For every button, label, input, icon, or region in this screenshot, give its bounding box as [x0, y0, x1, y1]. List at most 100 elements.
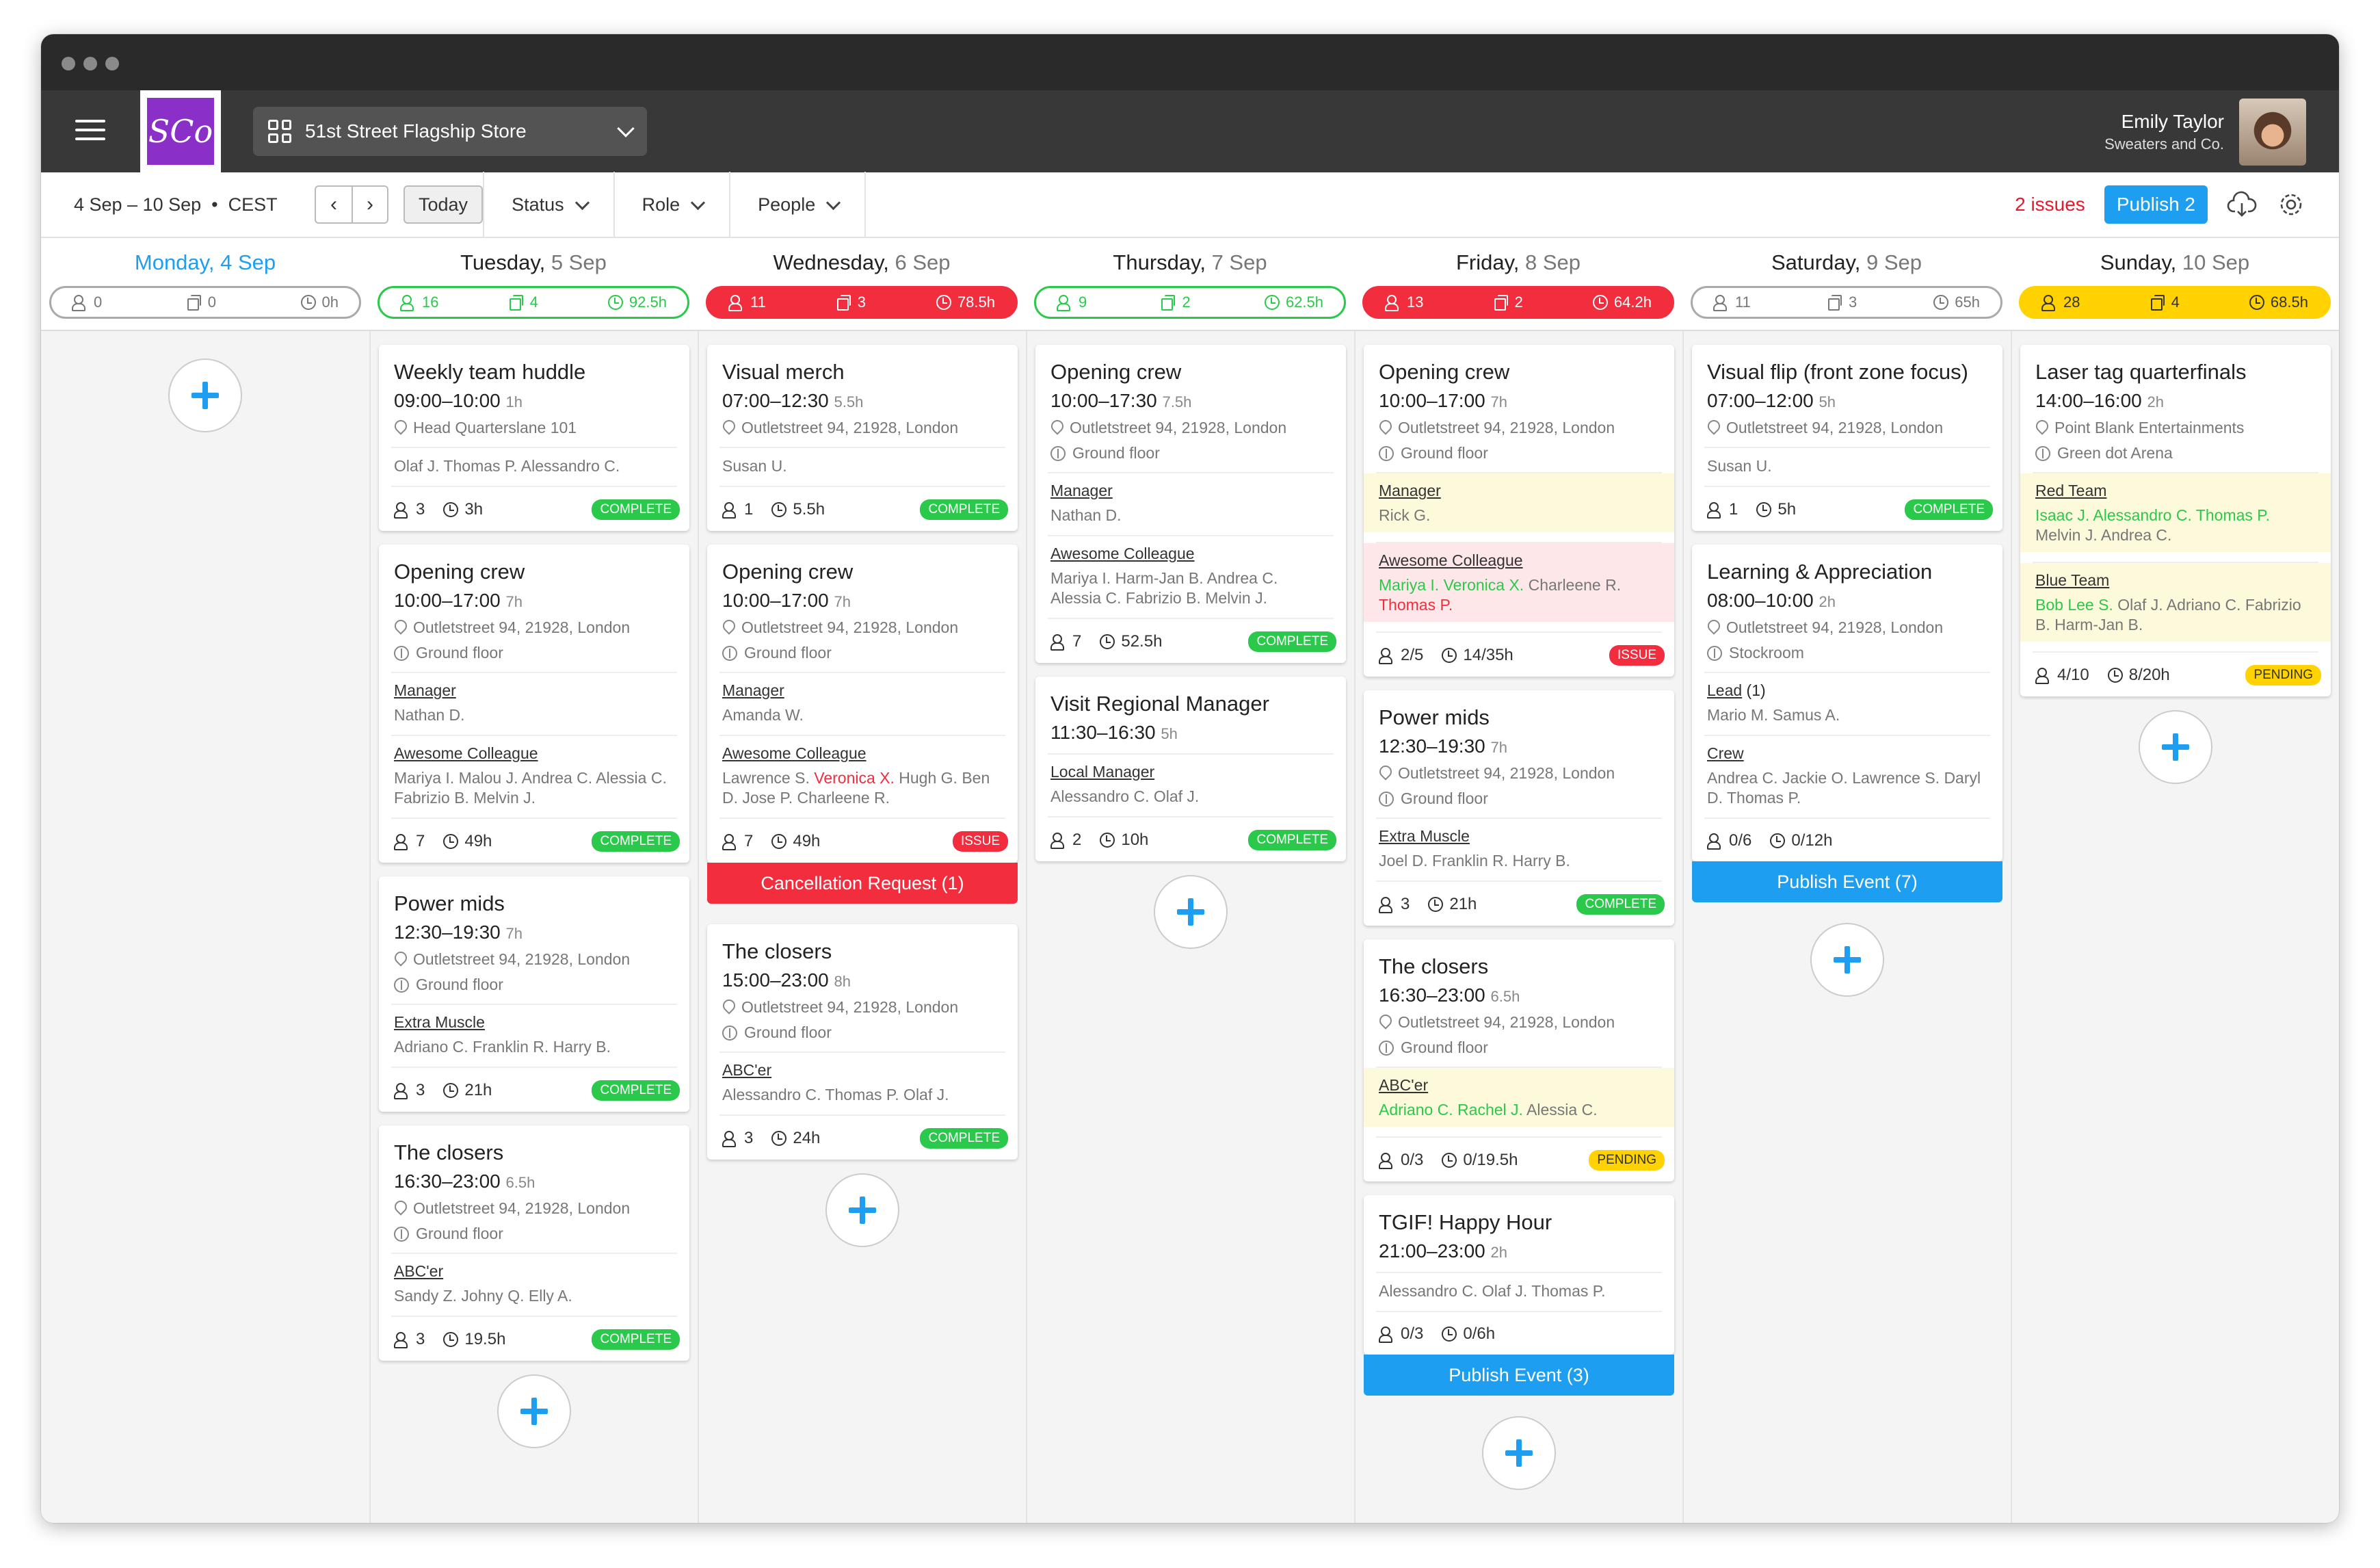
issues-link[interactable]: 2 issues [2015, 194, 2085, 215]
role-name[interactable]: Manager [394, 681, 456, 699]
day-stats[interactable]: 9 2 62.5h [1034, 286, 1346, 319]
assignee[interactable]: Mariya I. Harm-Jan B. Andrea C. Alessia … [1050, 569, 1278, 607]
role-name[interactable]: Blue Team [2035, 571, 2110, 589]
assignee[interactable]: Amanda W. [722, 706, 804, 724]
assignee[interactable]: Hugh G. Ben D. Jose P. Charleene R. [722, 769, 990, 807]
card-action-bar[interactable]: Cancellation Request (1) [707, 863, 1018, 904]
day-header[interactable]: Tuesday, 5 Sep 16 4 92.5h [369, 238, 698, 330]
assignee[interactable]: Bob Lee S. [2035, 596, 2113, 614]
shift-card[interactable]: Opening crew 10:00–17:00 7h Outletstreet 9… [707, 545, 1018, 863]
add-shift-button[interactable] [1154, 875, 1228, 949]
role-name[interactable]: Crew [1707, 744, 1744, 762]
role-name[interactable]: Extra Muscle [1379, 827, 1470, 845]
assignee[interactable]: Thomas P. [1379, 596, 1453, 614]
role-name[interactable]: Local Manager [1050, 763, 1155, 781]
hamburger-menu-icon[interactable] [75, 114, 105, 148]
assignee[interactable]: Alessandro C. Olaf J. Thomas P. [1379, 1282, 1606, 1300]
day-stats[interactable]: 13 2 64.2h [1362, 286, 1674, 319]
day-stats[interactable]: 11 3 65h [1691, 286, 2002, 319]
assignee[interactable]: Alessia C. [1522, 1101, 1598, 1119]
assignee[interactable]: Lawrence S. [722, 769, 815, 787]
assignee[interactable]: Rick G. [1379, 506, 1431, 524]
publish-button[interactable]: Publish 2 [2104, 185, 2208, 224]
role-name[interactable]: Extra Muscle [394, 1013, 485, 1031]
filter-people[interactable]: People [729, 172, 867, 237]
role-name[interactable]: Awesome Colleague [394, 744, 538, 762]
cloud-download-icon[interactable] [2227, 190, 2257, 220]
day-stats[interactable]: 16 4 92.5h [378, 286, 689, 319]
shift-card[interactable]: Visual merch 07:00–12:30 5.5h Outletstreet… [707, 345, 1018, 531]
role-name[interactable]: Awesome Colleague [722, 744, 867, 762]
assignee[interactable]: Nathan D. [1050, 506, 1122, 524]
filter-role[interactable]: Role [613, 172, 730, 237]
filter-status[interactable]: Status [483, 172, 613, 237]
assignee[interactable]: Joel D. Franklin R. Harry B. [1379, 852, 1570, 870]
day-header[interactable]: Saturday, 9 Sep 11 3 65h [1682, 238, 2011, 330]
role-name[interactable]: ABC'er [1379, 1076, 1429, 1094]
day-header[interactable]: Thursday, 7 Sep 9 2 62.5h [1026, 238, 1354, 330]
shift-card[interactable]: Visual flip (front zone focus) 07:00–12:0… [1692, 345, 2002, 531]
today-button[interactable]: Today [404, 185, 484, 224]
shift-card[interactable]: Power mids 12:30–19:30 7h Outletstreet 94,… [379, 876, 689, 1112]
day-stats[interactable]: 0 0 0h [49, 286, 361, 319]
assignee[interactable]: Susan U. [1707, 457, 1772, 475]
role-name[interactable]: ABC'er [722, 1061, 772, 1079]
maximize-dot[interactable] [105, 57, 119, 70]
assignee[interactable]: Melvin J. Andrea C. [2035, 526, 2172, 544]
assignee[interactable]: Alessandro C. Thomas P. Olaf J. [722, 1086, 949, 1103]
role-name[interactable]: Manager [722, 681, 784, 699]
add-shift-button[interactable] [497, 1374, 571, 1448]
assignee[interactable]: Nathan D. [394, 706, 465, 724]
role-name[interactable]: ABC'er [394, 1262, 444, 1280]
assignee[interactable]: Olaf J. Adriano C. Fabrizio B. Harm-Jan … [2035, 596, 2301, 633]
assignee[interactable]: Sandy Z. Johny Q. Elly A. [394, 1287, 572, 1305]
add-shift-button[interactable] [1810, 923, 1884, 997]
assignee[interactable]: Olaf J. Thomas P. Alessandro C. [394, 457, 620, 475]
shift-card[interactable]: Weekly team huddle 09:00–10:00 1h Head Qua… [379, 345, 689, 531]
day-header[interactable]: Sunday, 10 Sep 28 4 68.5h [2011, 238, 2339, 330]
card-action-bar[interactable]: Publish Event (3) [1364, 1355, 1674, 1396]
minimize-dot[interactable] [83, 57, 97, 70]
assignee[interactable]: Mariya I. Veronica X. [1379, 576, 1524, 594]
role-name[interactable]: Manager [1050, 482, 1113, 499]
store-selector[interactable]: 51st Street Flagship Store [253, 107, 647, 156]
add-shift-button[interactable] [825, 1173, 899, 1247]
shift-card[interactable]: Power mids 12:30–19:30 7h Outletstreet 94,… [1364, 690, 1674, 926]
assignee[interactable]: Charleene R. [1524, 576, 1622, 594]
role-name[interactable]: Red Team [2035, 482, 2107, 499]
card-action-bar[interactable]: Publish Event (7) [1692, 861, 2002, 902]
assignee[interactable]: Veronica X. [814, 769, 895, 787]
user-profile[interactable]: Emily Taylor Sweaters and Co. [2104, 99, 2306, 166]
shift-card[interactable]: The closers 16:30–23:00 6.5h Outletstreet … [379, 1125, 689, 1361]
assignee[interactable]: Mariya I. Malou J. Andrea C. Alessia C. … [394, 769, 667, 807]
assignee[interactable]: Susan U. [722, 457, 787, 475]
add-shift-button[interactable] [168, 358, 242, 432]
day-header[interactable]: Wednesday, 6 Sep 11 3 78.5h [698, 238, 1026, 330]
prev-week-button[interactable]: ‹ [330, 193, 337, 215]
assignee[interactable]: Adriano C. Rachel J. [1379, 1101, 1523, 1119]
role-name[interactable]: Lead [1707, 681, 1743, 699]
gear-icon[interactable] [2276, 190, 2306, 220]
shift-card[interactable]: The closers 16:30–23:00 6.5h Outletstreet … [1364, 939, 1674, 1181]
add-shift-button[interactable] [1482, 1416, 1556, 1490]
assignee[interactable]: Isaac J. Alessandro C. Thomas P. [2035, 506, 2271, 524]
shift-card[interactable]: Laser tag quarterfinals 14:00–16:00 2h Poi… [2020, 345, 2331, 696]
day-header[interactable]: Monday, 4 Sep 0 0 0h [41, 238, 369, 330]
shift-card[interactable]: The closers 15:00–23:00 8h Outletstreet 94… [707, 924, 1018, 1160]
shift-card[interactable]: Opening crew 10:00–17:00 7h Outletstreet 9… [379, 545, 689, 863]
day-stats[interactable]: 11 3 78.5h [706, 286, 1018, 319]
day-header[interactable]: Friday, 8 Sep 13 2 64.2h [1354, 238, 1682, 330]
shift-card[interactable]: TGIF! Happy Hour 21:00–23:00 2h Alessandro… [1364, 1195, 1674, 1355]
assignee[interactable]: Adriano C. Franklin R. Harry B. [394, 1038, 611, 1056]
avatar[interactable] [2239, 99, 2306, 166]
shift-card[interactable]: Opening crew 10:00–17:30 7.5h Outletstreet… [1035, 345, 1346, 663]
add-shift-button[interactable] [2139, 710, 2212, 784]
shift-card[interactable]: Learning & Appreciation 08:00–10:00 2h Out… [1692, 545, 2002, 861]
role-name[interactable]: Awesome Colleague [1050, 545, 1195, 562]
role-name[interactable]: Awesome Colleague [1379, 551, 1523, 569]
assignee[interactable]: Andrea C. Jackie O. Lawrence S. Daryl D.… [1707, 769, 1981, 807]
day-stats[interactable]: 28 4 68.5h [2019, 286, 2331, 319]
assignee[interactable]: Alessandro C. Olaf J. [1050, 787, 1200, 805]
assignee[interactable]: Mario M. Samus A. [1707, 706, 1840, 724]
close-dot[interactable] [62, 57, 75, 70]
